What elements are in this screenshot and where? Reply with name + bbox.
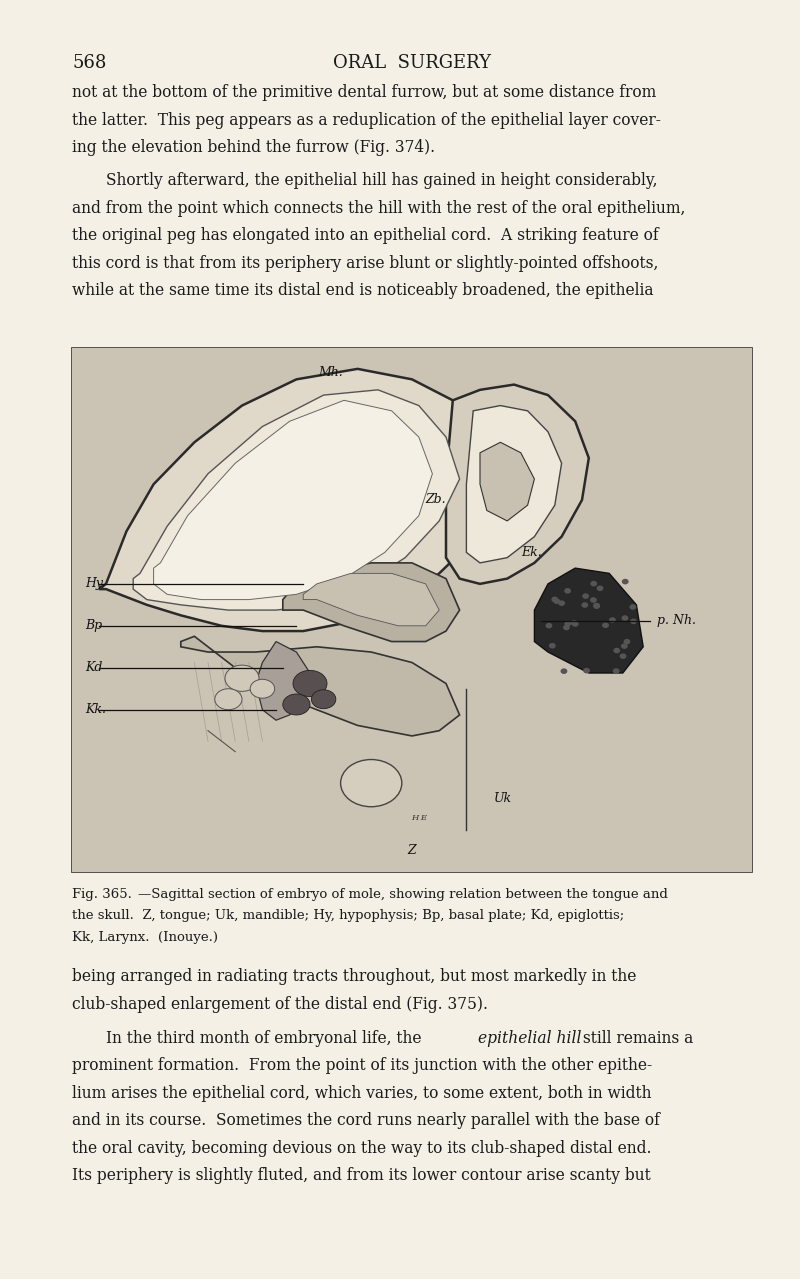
Polygon shape: [303, 573, 439, 625]
Polygon shape: [282, 563, 459, 642]
Circle shape: [564, 625, 569, 629]
Text: ORAL  SURGERY: ORAL SURGERY: [333, 54, 491, 72]
Circle shape: [630, 619, 636, 623]
Circle shape: [550, 643, 555, 648]
Circle shape: [554, 599, 559, 604]
Text: Zb.: Zb.: [426, 494, 446, 506]
Circle shape: [559, 601, 564, 605]
Circle shape: [622, 645, 627, 648]
Circle shape: [552, 597, 558, 601]
Circle shape: [622, 616, 628, 620]
Circle shape: [614, 648, 619, 652]
Circle shape: [630, 605, 635, 609]
Text: 568: 568: [72, 54, 106, 72]
Text: epithelial hill: epithelial hill: [478, 1030, 581, 1046]
Polygon shape: [534, 568, 643, 673]
Text: Kk.: Kk.: [86, 703, 106, 716]
Text: not at the bottom of the primitive dental furrow, but at some distance from: not at the bottom of the primitive denta…: [72, 84, 656, 101]
Circle shape: [214, 688, 242, 710]
Circle shape: [225, 665, 259, 692]
Circle shape: [565, 622, 570, 625]
Text: —Sagittal section of embryo of mole, showing relation between the tongue and: —Sagittal section of embryo of mole, sho…: [138, 888, 667, 900]
Text: Shortly afterward, the epithelial hill has gained in height considerably,: Shortly afterward, the epithelial hill h…: [106, 171, 657, 189]
Circle shape: [622, 579, 628, 583]
Circle shape: [594, 604, 599, 608]
Circle shape: [293, 670, 327, 697]
Polygon shape: [256, 642, 310, 720]
Text: ing the elevation behind the furrow (Fig. 374).: ing the elevation behind the furrow (Fig…: [72, 139, 435, 156]
Circle shape: [573, 622, 578, 627]
Text: and from the point which connects the hill with the rest of the oral epithelium,: and from the point which connects the hi…: [72, 200, 686, 216]
Circle shape: [583, 593, 588, 599]
Circle shape: [584, 669, 590, 673]
Circle shape: [614, 669, 619, 673]
Text: Fig. 365.: Fig. 365.: [72, 888, 132, 900]
Bar: [72, 348, 752, 872]
Circle shape: [341, 760, 402, 807]
Text: Its periphery is slightly fluted, and from its lower contour arise scanty but: Its periphery is slightly fluted, and fr…: [72, 1166, 650, 1184]
Circle shape: [311, 689, 336, 709]
Text: Z: Z: [408, 844, 416, 857]
Text: Kd: Kd: [86, 661, 103, 674]
Text: Hy.: Hy.: [86, 577, 106, 591]
Text: H E: H E: [411, 813, 427, 822]
Circle shape: [571, 620, 577, 625]
Text: prominent formation.  From the point of its junction with the other epithe-: prominent formation. From the point of i…: [72, 1056, 652, 1074]
Polygon shape: [133, 390, 459, 610]
Text: p. Nh.: p. Nh.: [657, 614, 696, 627]
Text: Mh.: Mh.: [318, 366, 342, 380]
Circle shape: [590, 599, 596, 602]
Polygon shape: [154, 400, 432, 600]
Text: the skull.  Z, tongue; Uk, mandible; Hy, hypophysis; Bp, basal plate; Kd, epiglo: the skull. Z, tongue; Uk, mandible; Hy, …: [72, 909, 624, 922]
Text: the latter.  This peg appears as a reduplication of the epithelial layer cover-: the latter. This peg appears as a redupl…: [72, 111, 661, 129]
Text: Uk: Uk: [494, 793, 512, 806]
Circle shape: [565, 588, 570, 593]
Circle shape: [582, 602, 587, 608]
Text: Ek.: Ek.: [521, 546, 542, 559]
Polygon shape: [181, 637, 459, 735]
Text: club-shaped enlargement of the distal end (Fig. 375).: club-shaped enlargement of the distal en…: [72, 995, 488, 1013]
Polygon shape: [480, 443, 534, 521]
Circle shape: [282, 694, 310, 715]
Circle shape: [546, 624, 552, 628]
Circle shape: [624, 640, 630, 643]
Circle shape: [620, 654, 626, 659]
Text: and in its course.  Sometimes the cord runs nearly parallel with the base of: and in its course. Sometimes the cord ru…: [72, 1111, 660, 1129]
Text: the oral cavity, becoming devious on the way to its club-shaped distal end.: the oral cavity, becoming devious on the…: [72, 1140, 651, 1156]
Polygon shape: [99, 368, 494, 631]
Text: In the third month of embryonal life, the: In the third month of embryonal life, th…: [106, 1030, 426, 1046]
Text: Kk, Larynx.  (Inouye.): Kk, Larynx. (Inouye.): [72, 931, 218, 944]
Text: the original peg has elongated into an epithelial cord.  A striking feature of: the original peg has elongated into an e…: [72, 226, 658, 244]
Polygon shape: [466, 405, 562, 563]
Polygon shape: [446, 385, 589, 583]
Text: this cord is that from its periphery arise blunt or slightly-pointed offshoots,: this cord is that from its periphery ari…: [72, 255, 658, 271]
Circle shape: [594, 604, 599, 609]
Text: Bp: Bp: [86, 619, 102, 632]
Circle shape: [602, 623, 608, 628]
Text: lium arises the epithelial cord, which varies, to some extent, both in width: lium arises the epithelial cord, which v…: [72, 1085, 651, 1101]
Text: still remains a: still remains a: [578, 1030, 694, 1046]
Text: being arranged in radiating tracts throughout, but most markedly in the: being arranged in radiating tracts throu…: [72, 968, 636, 985]
Circle shape: [598, 586, 602, 591]
Circle shape: [610, 618, 615, 622]
Circle shape: [250, 679, 274, 698]
Circle shape: [591, 582, 597, 586]
Text: while at the same time its distal end is noticeably broadened, the epithelia: while at the same time its distal end is…: [72, 281, 654, 299]
Circle shape: [562, 669, 566, 673]
